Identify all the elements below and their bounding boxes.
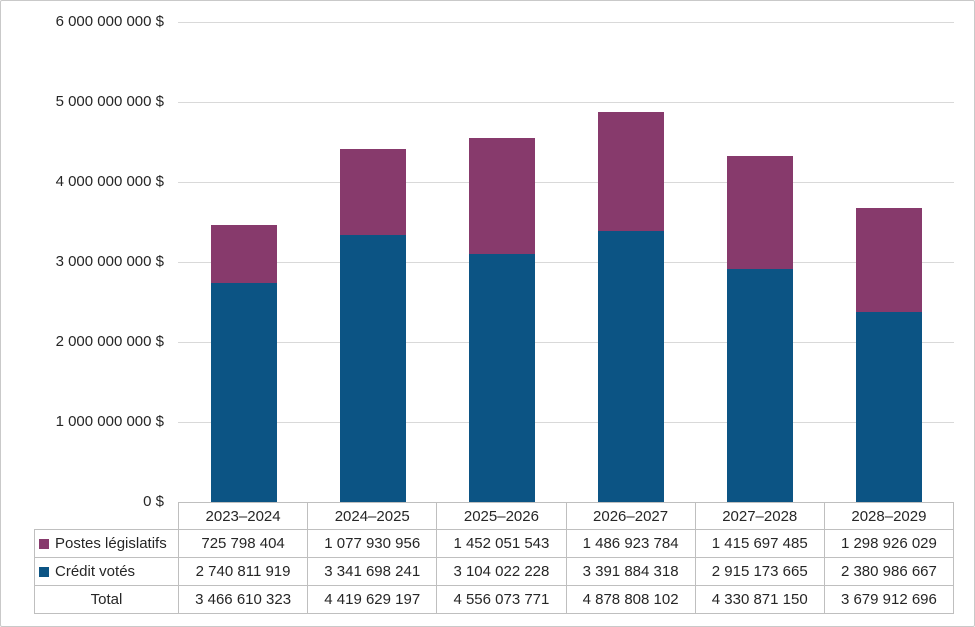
bar-segment-credit-votes — [856, 312, 922, 502]
column-header-2027-2028: 2027–2028 — [695, 502, 825, 530]
gridline — [178, 182, 954, 183]
gridline — [178, 342, 954, 343]
column-header-2026-2027: 2026–2027 — [566, 502, 696, 530]
bar-segment-postes-legislatifs — [340, 149, 406, 235]
table-cell-total-2028-2029: 3 679 912 696 — [824, 586, 954, 614]
gridline — [178, 422, 954, 423]
table-corner-cell — [34, 502, 179, 530]
bar-segment-credit-votes — [211, 283, 277, 502]
row-label-text: Total — [90, 591, 123, 608]
bar-segment-credit-votes — [469, 254, 535, 502]
y-axis-label: 2 000 000 000 $ — [55, 333, 164, 350]
column-header-2024-2025: 2024–2025 — [308, 502, 438, 530]
bar-segment-postes-legislatifs — [211, 225, 277, 283]
bar-segment-postes-legislatifs — [727, 156, 793, 269]
bar-segment-credit-votes — [598, 231, 664, 502]
gridline — [178, 22, 954, 23]
y-axis-label: 0 $ — [143, 493, 164, 510]
y-axis-label: 5 000 000 000 $ — [55, 93, 164, 110]
column-header-2028-2029: 2028–2029 — [824, 502, 954, 530]
legend-swatch-postes-legislatifs-icon — [39, 538, 49, 549]
bar-segment-postes-legislatifs — [856, 208, 922, 312]
row-label-credit-votes: Crédit votés — [34, 558, 179, 586]
bar-segment-credit-votes — [340, 235, 406, 502]
row-label-text: Postes législatifs — [55, 535, 167, 552]
table-cell-postes-legislatifs-2028-2029: 1 298 926 029 — [824, 530, 954, 558]
column-header-2023-2024: 2023–2024 — [179, 502, 309, 530]
table-cell-total-2027-2028: 4 330 871 150 — [695, 586, 825, 614]
table-cell-credit-votes-2027-2028: 2 915 173 665 — [695, 558, 825, 586]
gridline — [178, 102, 954, 103]
table-cell-postes-legislatifs-2026-2027: 1 486 923 784 — [566, 530, 696, 558]
table-cell-credit-votes-2023-2024: 2 740 811 919 — [179, 558, 309, 586]
data-table: 2023–2024 2024–2025 2025–2026 2026–2027 2027… — [34, 502, 954, 614]
y-axis-label: 3 000 000 000 $ — [55, 253, 164, 270]
row-label-total: Total — [34, 586, 179, 614]
row-label-postes-legislatifs: Postes législatifs — [34, 530, 179, 558]
table-cell-postes-legislatifs-2024-2025: 1 077 930 956 — [308, 530, 438, 558]
table-cell-credit-votes-2026-2027: 3 391 884 318 — [566, 558, 696, 586]
table-cell-credit-votes-2025-2026: 3 104 022 228 — [437, 558, 567, 586]
table-cell-postes-legislatifs-2023-2024: 725 798 404 — [179, 530, 309, 558]
table-cell-postes-legislatifs-2027-2028: 1 415 697 485 — [695, 530, 825, 558]
table-cell-total-2023-2024: 3 466 610 323 — [179, 586, 309, 614]
legend-swatch-credit-votes-icon — [39, 566, 49, 577]
bar-segment-credit-votes — [727, 269, 793, 502]
gridline — [178, 262, 954, 263]
y-axis-label: 4 000 000 000 $ — [55, 173, 164, 190]
y-axis-label: 6 000 000 000 $ — [55, 13, 164, 30]
table-cell-total-2025-2026: 4 556 073 771 — [437, 586, 567, 614]
table-cell-total-2024-2025: 4 419 629 197 — [308, 586, 438, 614]
table-cell-credit-votes-2028-2029: 2 380 986 667 — [824, 558, 954, 586]
table-cell-postes-legislatifs-2025-2026: 1 452 051 543 — [437, 530, 567, 558]
y-axis-label: 1 000 000 000 $ — [55, 413, 164, 430]
table-cell-total-2026-2027: 4 878 808 102 — [566, 586, 696, 614]
row-label-text: Crédit votés — [55, 563, 136, 580]
column-header-2025-2026: 2025–2026 — [437, 502, 567, 530]
bar-segment-postes-legislatifs — [598, 112, 664, 231]
table-cell-credit-votes-2024-2025: 3 341 698 241 — [308, 558, 438, 586]
bar-segment-postes-legislatifs — [469, 138, 535, 254]
